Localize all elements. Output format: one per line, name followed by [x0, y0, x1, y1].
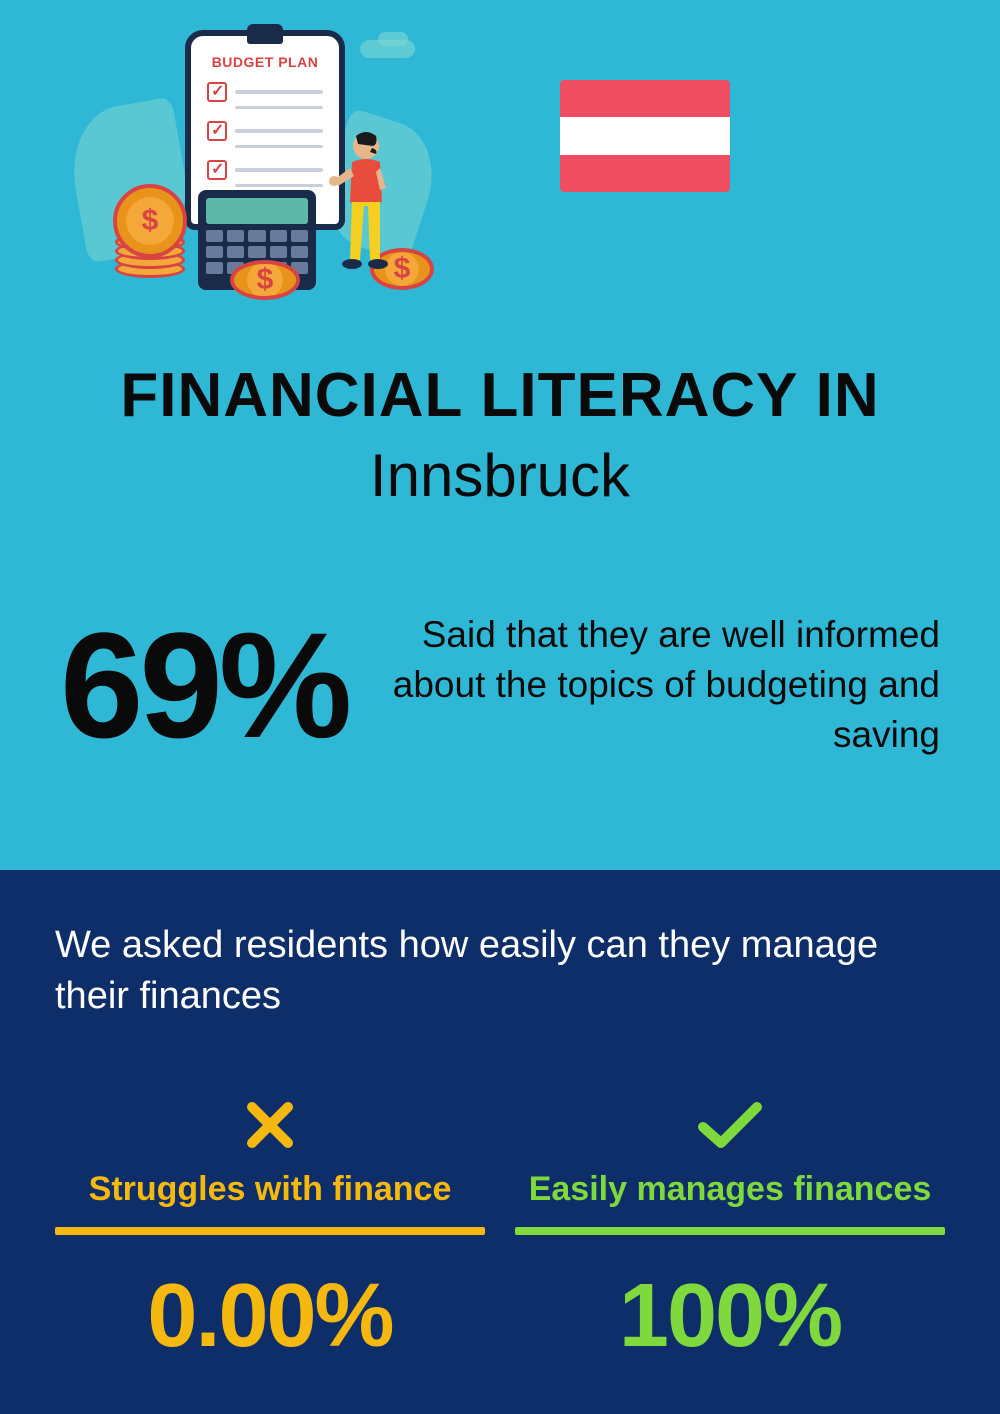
- main-stat-description: Said that they are well informed about t…: [378, 610, 940, 760]
- cross-icon: [55, 1093, 485, 1158]
- title-line2: Innsbruck: [50, 441, 950, 510]
- manages-divider: [515, 1227, 945, 1235]
- top-section: BUDGET PLAN: [0, 0, 1000, 870]
- person-icon: [328, 130, 398, 290]
- clipboard-label: BUDGET PLAN: [191, 54, 339, 70]
- header-row: BUDGET PLAN: [50, 30, 950, 310]
- struggles-value: 0.00%: [55, 1265, 485, 1368]
- check-icon: [515, 1093, 945, 1158]
- budget-illustration: BUDGET PLAN: [80, 30, 440, 310]
- struggles-divider: [55, 1227, 485, 1235]
- manages-label: Easily manages finances: [515, 1170, 945, 1209]
- survey-question: We asked residents how easily can they m…: [55, 920, 945, 1023]
- bottom-section: We asked residents how easily can they m…: [0, 870, 1000, 1414]
- coins-icon: [115, 210, 195, 290]
- main-stat-row: 69% Said that they are well informed abo…: [50, 610, 950, 760]
- manages-column: Easily manages finances 100%: [515, 1093, 945, 1368]
- title-line1: FINANCIAL LITERACY IN: [50, 360, 950, 431]
- title-block: FINANCIAL LITERACY IN Innsbruck: [50, 360, 950, 510]
- results-columns: Struggles with finance 0.00% Easily mana…: [55, 1093, 945, 1368]
- struggles-label: Struggles with finance: [55, 1170, 485, 1209]
- struggles-column: Struggles with finance 0.00%: [55, 1093, 485, 1368]
- manages-value: 100%: [515, 1265, 945, 1368]
- infographic-page: BUDGET PLAN: [0, 0, 1000, 1414]
- coin-icon: [230, 260, 300, 300]
- austria-flag-icon: [560, 80, 730, 192]
- main-stat-value: 69%: [60, 610, 348, 760]
